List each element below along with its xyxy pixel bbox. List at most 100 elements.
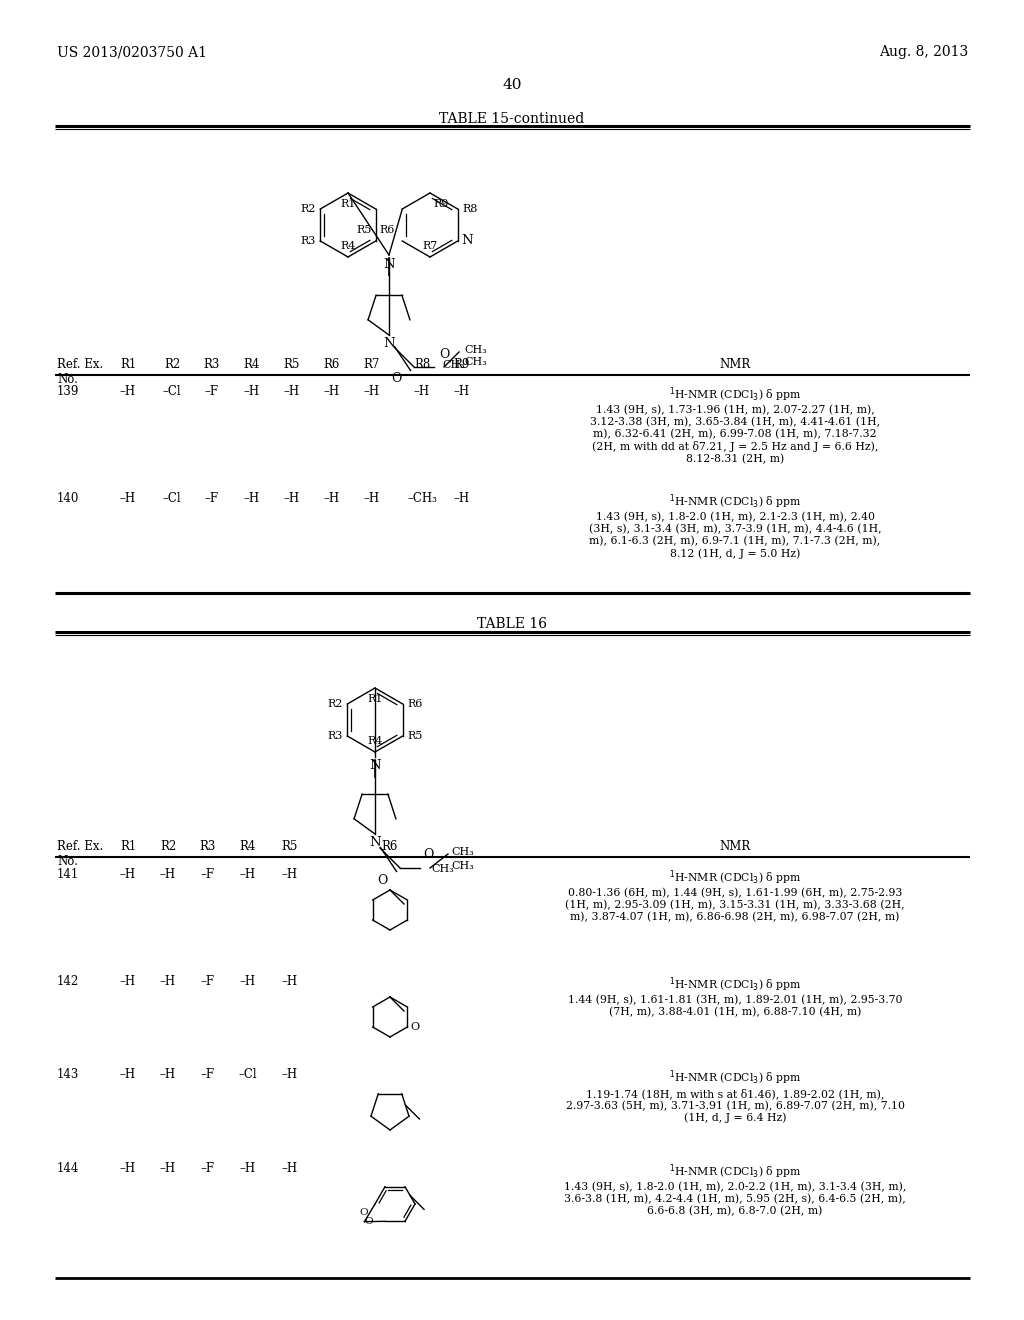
Text: Aug. 8, 2013: Aug. 8, 2013 <box>879 45 968 59</box>
Text: R5: R5 <box>408 731 423 741</box>
Text: O: O <box>423 847 433 861</box>
Text: 140: 140 <box>57 492 80 506</box>
Text: –Cl: –Cl <box>239 1068 257 1081</box>
Text: N: N <box>370 836 381 849</box>
Text: –H: –H <box>244 385 260 399</box>
Text: $^1$H-NMR (CDCl$_3$) δ ppm
1.43 (9H, s), 1.8-2.0 (1H, m), 2.1-2.3 (1H, m), 2.40
: $^1$H-NMR (CDCl$_3$) δ ppm 1.43 (9H, s),… <box>589 492 882 558</box>
Text: $^1$H-NMR (CDCl$_3$) δ ppm
0.80-1.36 (6H, m), 1.44 (9H, s), 1.61-1.99 (6H, m), 2: $^1$H-NMR (CDCl$_3$) δ ppm 0.80-1.36 (6H… <box>565 869 905 923</box>
Text: –H: –H <box>120 1068 136 1081</box>
Text: –F: –F <box>201 1068 215 1081</box>
Text: O: O <box>377 874 387 887</box>
Text: CH₃: CH₃ <box>464 345 486 355</box>
Text: R3: R3 <box>200 840 216 853</box>
Text: 143: 143 <box>57 1068 80 1081</box>
Text: –H: –H <box>282 869 298 880</box>
Text: R1: R1 <box>368 694 383 704</box>
Text: N: N <box>370 759 381 772</box>
Text: R8: R8 <box>463 205 478 214</box>
Text: CH₃: CH₃ <box>432 865 455 874</box>
Text: US 2013/0203750 A1: US 2013/0203750 A1 <box>57 45 207 59</box>
Text: –H: –H <box>364 385 380 399</box>
Text: –H: –H <box>120 975 136 987</box>
Text: –H: –H <box>240 869 256 880</box>
Text: –H: –H <box>240 975 256 987</box>
Text: R4: R4 <box>368 737 383 746</box>
Text: –H: –H <box>120 385 136 399</box>
Text: R5: R5 <box>284 358 300 371</box>
Text: –H: –H <box>454 385 470 399</box>
Text: R7: R7 <box>364 358 380 371</box>
Text: R6: R6 <box>382 840 398 853</box>
Text: R7: R7 <box>422 242 437 251</box>
Text: –H: –H <box>282 975 298 987</box>
Text: R6: R6 <box>408 700 423 709</box>
Text: R5: R5 <box>282 840 298 853</box>
Text: –H: –H <box>160 1162 176 1175</box>
Text: 142: 142 <box>57 975 79 987</box>
Text: R2: R2 <box>327 700 342 709</box>
Text: 144: 144 <box>57 1162 80 1175</box>
Text: O: O <box>359 1208 368 1217</box>
Text: NMR: NMR <box>720 840 751 853</box>
Text: –F: –F <box>201 869 215 880</box>
Text: –F: –F <box>201 975 215 987</box>
Text: R9: R9 <box>454 358 470 371</box>
Text: O: O <box>391 372 401 385</box>
Text: –F: –F <box>205 385 219 399</box>
Text: CH₃: CH₃ <box>464 356 486 367</box>
Text: –H: –H <box>284 385 300 399</box>
Text: R3: R3 <box>327 731 342 741</box>
Text: –H: –H <box>414 385 430 399</box>
Text: –H: –H <box>160 869 176 880</box>
Text: –F: –F <box>205 492 219 506</box>
Text: O: O <box>365 1217 373 1226</box>
Text: TABLE 16: TABLE 16 <box>477 616 547 631</box>
Text: R4: R4 <box>244 358 260 371</box>
Text: –H: –H <box>160 1068 176 1081</box>
Text: R6: R6 <box>324 358 340 371</box>
Text: –H: –H <box>120 1162 136 1175</box>
Text: –H: –H <box>282 1068 298 1081</box>
Text: CH₃: CH₃ <box>451 861 474 871</box>
Text: R9: R9 <box>433 199 449 209</box>
Text: –H: –H <box>364 492 380 506</box>
Text: CH₃: CH₃ <box>451 847 474 857</box>
Text: R4: R4 <box>340 242 355 251</box>
Text: O: O <box>411 1022 420 1032</box>
Text: R5: R5 <box>356 224 372 235</box>
Text: N: N <box>462 235 473 248</box>
Text: R2: R2 <box>164 358 180 371</box>
Text: $^1$H-NMR (CDCl$_3$) δ ppm
1.43 (9H, s), 1.73-1.96 (1H, m), 2.07-2.27 (1H, m),
3: $^1$H-NMR (CDCl$_3$) δ ppm 1.43 (9H, s),… <box>590 385 880 465</box>
Text: R1: R1 <box>340 199 355 209</box>
Text: –H: –H <box>282 1162 298 1175</box>
Text: Ref. Ex.
No.: Ref. Ex. No. <box>57 358 103 385</box>
Text: R3: R3 <box>204 358 220 371</box>
Text: –H: –H <box>324 385 340 399</box>
Text: –CH₃: –CH₃ <box>408 492 437 506</box>
Text: –F: –F <box>201 1162 215 1175</box>
Text: R2: R2 <box>300 205 315 214</box>
Text: 141: 141 <box>57 869 79 880</box>
Text: –H: –H <box>454 492 470 506</box>
Text: $^1$H-NMR (CDCl$_3$) δ ppm
1.43 (9H, s), 1.8-2.0 (1H, m), 2.0-2.2 (1H, m), 3.1-3: $^1$H-NMR (CDCl$_3$) δ ppm 1.43 (9H, s),… <box>564 1162 906 1217</box>
Text: –H: –H <box>120 869 136 880</box>
Text: O: O <box>439 348 450 360</box>
Text: $^1$H-NMR (CDCl$_3$) δ ppm
1.19-1.74 (18H, m with s at δ1.46), 1.89-2.02 (1H, m): $^1$H-NMR (CDCl$_3$) δ ppm 1.19-1.74 (18… <box>565 1068 904 1123</box>
Text: N: N <box>383 257 395 271</box>
Text: –H: –H <box>284 492 300 506</box>
Text: R8: R8 <box>414 358 430 371</box>
Text: R3: R3 <box>300 236 315 246</box>
Text: –H: –H <box>120 492 136 506</box>
Text: R2: R2 <box>160 840 176 853</box>
Text: Ref. Ex.
No.: Ref. Ex. No. <box>57 840 103 869</box>
Text: NMR: NMR <box>720 358 751 371</box>
Text: –H: –H <box>324 492 340 506</box>
Text: CH₃: CH₃ <box>442 360 465 370</box>
Text: TABLE 15-continued: TABLE 15-continued <box>439 112 585 125</box>
Text: R1: R1 <box>120 840 136 853</box>
Text: –Cl: –Cl <box>163 492 181 506</box>
Text: –H: –H <box>244 492 260 506</box>
Text: R1: R1 <box>120 358 136 371</box>
Text: –Cl: –Cl <box>163 385 181 399</box>
Text: R6: R6 <box>380 224 395 235</box>
